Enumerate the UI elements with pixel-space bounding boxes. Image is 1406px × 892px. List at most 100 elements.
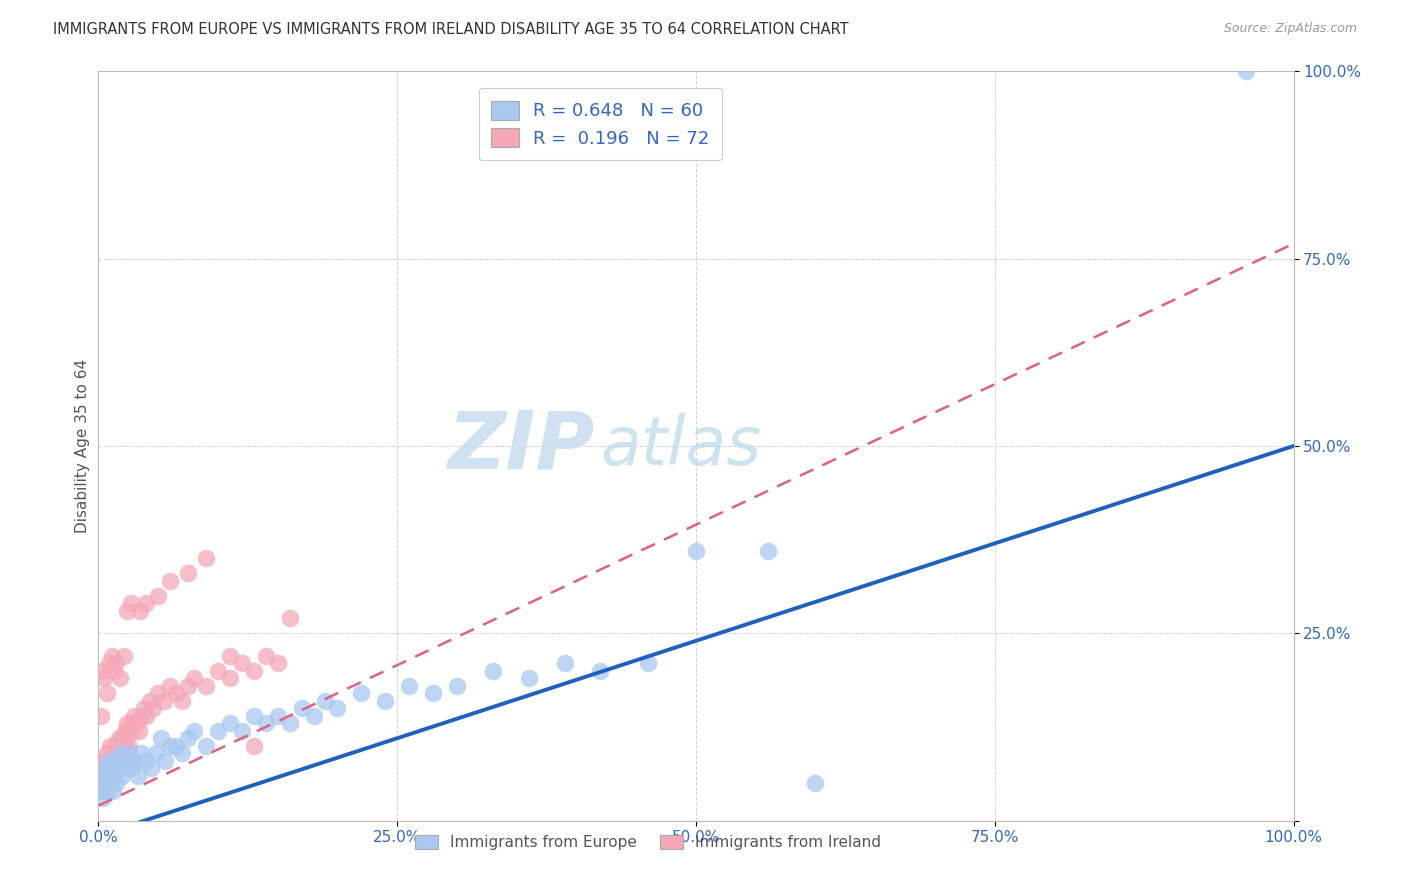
Point: [148, 589, 170, 603]
Point: [121, 761, 143, 775]
Point: [142, 701, 165, 715]
Point: [91, 791, 114, 805]
Point: [291, 701, 314, 715]
Point: [243, 664, 266, 678]
Point: [105, 657, 128, 671]
Point: [129, 604, 152, 618]
Point: [159, 739, 181, 753]
Point: [195, 679, 218, 693]
Point: [98, 754, 121, 768]
Point: [112, 648, 135, 663]
Point: [115, 716, 138, 731]
Y-axis label: Disability Age 35 to 64: Disability Age 35 to 64: [75, 359, 90, 533]
Point: [105, 746, 128, 760]
Point: [98, 739, 122, 753]
Point: [100, 754, 122, 768]
Point: [121, 723, 143, 738]
Point: [159, 679, 181, 693]
Point: [139, 761, 162, 775]
Point: [90, 783, 112, 797]
Point: [124, 754, 146, 768]
Point: [267, 708, 290, 723]
Point: [135, 708, 157, 723]
Point: [96, 686, 118, 700]
Point: [107, 731, 129, 746]
Point: [637, 657, 659, 671]
Point: [155, 754, 177, 768]
Point: [127, 769, 149, 783]
Point: [177, 566, 200, 581]
Point: [103, 761, 125, 775]
Point: [128, 723, 150, 738]
Point: [207, 664, 229, 678]
Point: [104, 754, 127, 768]
Point: [89, 776, 111, 790]
Point: [231, 723, 253, 738]
Point: [219, 671, 242, 685]
Point: [120, 716, 142, 731]
Point: [135, 596, 157, 610]
Point: [183, 723, 205, 738]
Point: [589, 664, 612, 678]
Point: [115, 731, 138, 746]
Point: [90, 761, 112, 775]
Point: [153, 694, 176, 708]
Point: [267, 657, 290, 671]
Point: [195, 551, 218, 566]
Point: [125, 716, 148, 731]
Point: [91, 664, 114, 678]
Point: [98, 754, 121, 768]
Point: [243, 708, 266, 723]
Point: [315, 694, 337, 708]
Point: [517, 671, 540, 685]
Point: [93, 761, 115, 775]
Point: [112, 739, 135, 753]
Point: [94, 776, 117, 790]
Point: [114, 754, 136, 768]
Point: [243, 739, 266, 753]
Point: [219, 648, 242, 663]
Point: [108, 671, 131, 685]
Point: [145, 746, 167, 760]
Point: [350, 686, 373, 700]
Legend: Immigrants from Europe, Immigrants from Ireland: Immigrants from Europe, Immigrants from …: [408, 827, 889, 858]
Point: [165, 739, 187, 753]
Point: [177, 679, 200, 693]
Point: [183, 671, 205, 685]
Point: [278, 611, 301, 625]
Point: [398, 679, 420, 693]
Point: [446, 679, 468, 693]
Point: [131, 746, 153, 760]
Point: [139, 694, 162, 708]
Point: [108, 746, 131, 760]
Point: [107, 754, 129, 768]
Point: [111, 731, 134, 746]
Point: [326, 701, 349, 715]
Point: [117, 723, 139, 738]
Point: [93, 671, 115, 685]
Point: [110, 746, 132, 760]
Point: [481, 664, 505, 678]
Point: [90, 708, 112, 723]
Point: [219, 716, 242, 731]
Point: [278, 716, 301, 731]
Point: [422, 686, 444, 700]
Point: [148, 686, 170, 700]
Point: [91, 769, 114, 783]
Point: [97, 769, 120, 783]
Point: [96, 746, 118, 760]
Point: [135, 754, 157, 768]
Point: [107, 761, 129, 775]
Point: [108, 739, 131, 753]
Point: [100, 761, 122, 775]
Point: [207, 723, 229, 738]
Point: [101, 783, 124, 797]
Point: [685, 544, 707, 558]
Point: [105, 776, 128, 790]
Point: [91, 754, 114, 768]
Point: [165, 686, 187, 700]
Point: [114, 723, 136, 738]
Point: [100, 648, 122, 663]
Text: ZIP: ZIP: [447, 407, 595, 485]
Point: [98, 776, 122, 790]
